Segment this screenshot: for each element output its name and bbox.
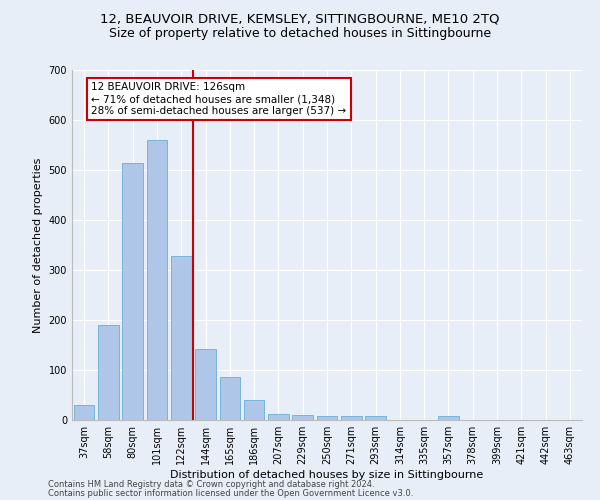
Bar xyxy=(292,415,313,420)
Bar xyxy=(195,348,216,420)
Bar xyxy=(74,405,94,420)
Text: 12, BEAUVOIR DRIVE, KEMSLEY, SITTINGBOURNE, ME10 2TQ: 12, BEAUVOIR DRIVE, KEMSLEY, SITTINGBOUR… xyxy=(100,12,500,26)
Bar xyxy=(317,416,337,420)
Bar xyxy=(341,416,362,420)
Bar xyxy=(122,162,143,420)
Y-axis label: Number of detached properties: Number of detached properties xyxy=(33,158,43,332)
Bar xyxy=(146,140,167,420)
Text: Contains public sector information licensed under the Open Government Licence v3: Contains public sector information licen… xyxy=(48,488,413,498)
X-axis label: Distribution of detached houses by size in Sittingbourne: Distribution of detached houses by size … xyxy=(170,470,484,480)
Text: Size of property relative to detached houses in Sittingbourne: Size of property relative to detached ho… xyxy=(109,28,491,40)
Text: 12 BEAUVOIR DRIVE: 126sqm
← 71% of detached houses are smaller (1,348)
28% of se: 12 BEAUVOIR DRIVE: 126sqm ← 71% of detac… xyxy=(91,82,347,116)
Text: Contains HM Land Registry data © Crown copyright and database right 2024.: Contains HM Land Registry data © Crown c… xyxy=(48,480,374,489)
Bar xyxy=(268,414,289,420)
Bar xyxy=(220,377,240,420)
Bar xyxy=(365,416,386,420)
Bar xyxy=(98,325,119,420)
Bar xyxy=(244,400,265,420)
Bar xyxy=(171,256,191,420)
Bar xyxy=(438,416,459,420)
